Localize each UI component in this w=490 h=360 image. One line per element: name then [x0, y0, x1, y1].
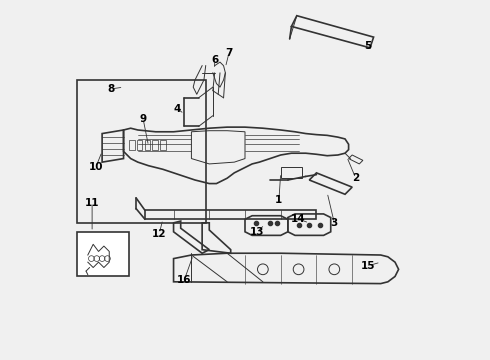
Bar: [160, 140, 166, 150]
Text: 8: 8: [107, 84, 115, 94]
Text: 7: 7: [225, 48, 233, 58]
Text: 3: 3: [331, 218, 338, 228]
Text: 14: 14: [291, 214, 306, 224]
Text: 2: 2: [352, 173, 359, 183]
Text: 9: 9: [140, 114, 147, 124]
Bar: [129, 140, 135, 150]
Text: 1: 1: [275, 195, 283, 204]
Text: 5: 5: [365, 41, 372, 51]
FancyBboxPatch shape: [77, 232, 129, 276]
Text: 6: 6: [211, 55, 218, 65]
Bar: [152, 140, 158, 150]
Bar: [281, 167, 302, 178]
Text: 12: 12: [152, 229, 167, 239]
Text: 11: 11: [85, 198, 99, 208]
Text: 16: 16: [177, 275, 192, 285]
Text: 4: 4: [173, 104, 181, 113]
Bar: [145, 140, 150, 150]
Text: 15: 15: [361, 261, 375, 271]
Bar: [137, 140, 143, 150]
Text: 10: 10: [88, 162, 103, 172]
Text: 13: 13: [250, 227, 265, 237]
